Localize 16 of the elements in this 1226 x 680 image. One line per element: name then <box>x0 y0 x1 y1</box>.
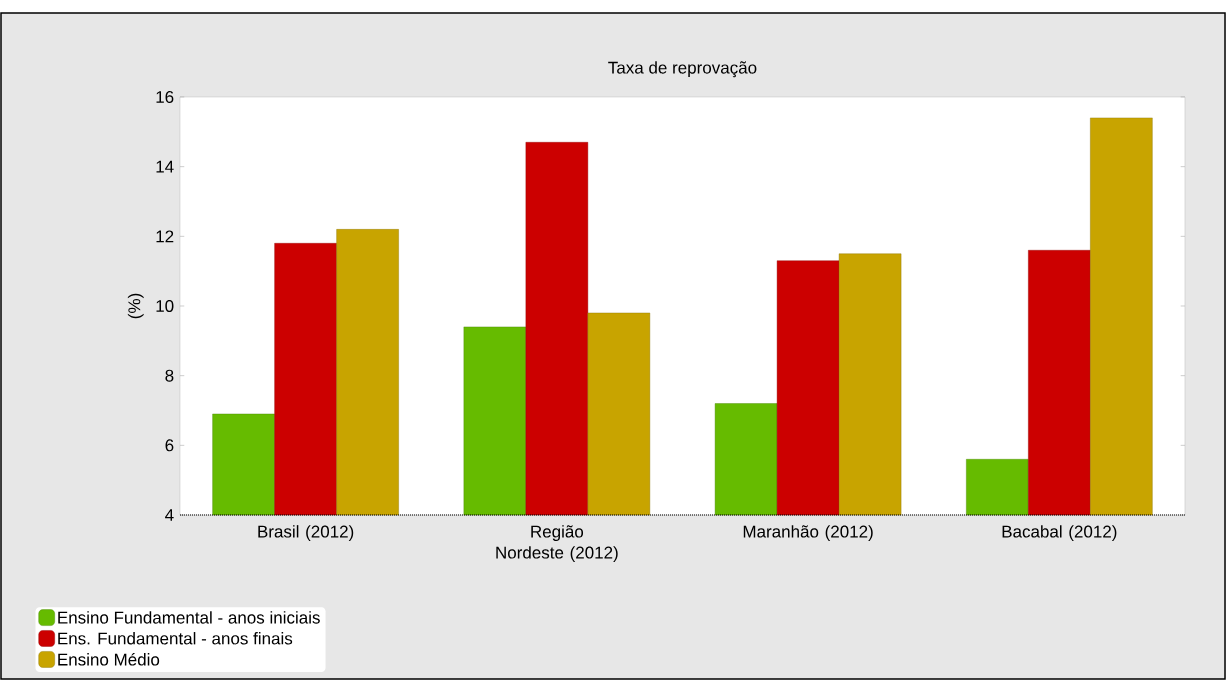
chart-title: Taxa de reprovação <box>608 61 757 78</box>
y-tick-label: 8 <box>165 369 174 382</box>
legend-label: Ensino Médio <box>58 652 160 666</box>
y-axis-title: (%) <box>127 293 144 319</box>
y-tick-label: 6 <box>165 439 174 452</box>
x-tick-label: Bacabal (2012) <box>1002 525 1117 541</box>
x-tick-label: Brasil (2012) <box>258 525 354 541</box>
y-tick-label: 10 <box>156 299 174 313</box>
y-tick-label: 4 <box>165 509 174 521</box>
y-tick-label: 14 <box>156 160 174 173</box>
x-tick-label: Região Nordeste (2012) <box>496 525 618 562</box>
y-tick-label: 12 <box>156 230 174 243</box>
y-tick-label: 16 <box>156 90 174 104</box>
legend-label: Ens. Fundamental - anos finais <box>58 632 293 645</box>
legend-label: Ensino Fundamental - anos iniciais <box>58 611 320 624</box>
x-tick-label: Maranhão (2012) <box>743 525 873 541</box>
